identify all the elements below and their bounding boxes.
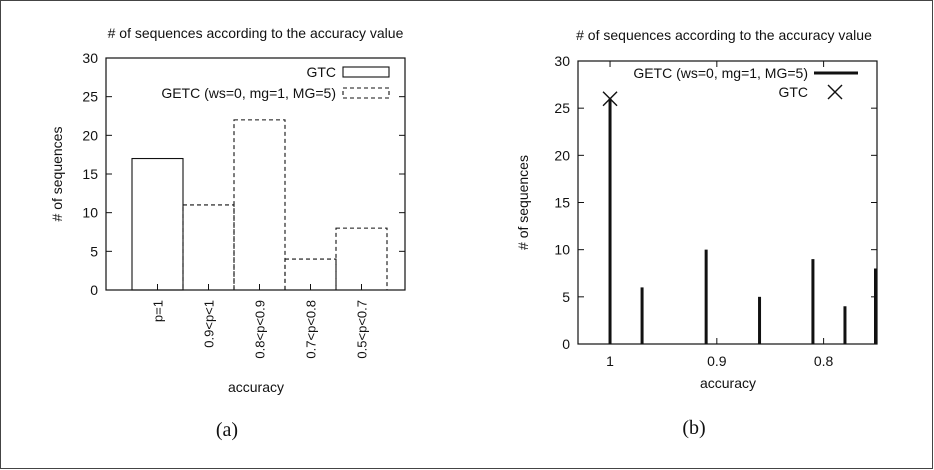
chart-a-legend-swatch — [342, 66, 390, 78]
chart-b-point — [602, 91, 618, 107]
chart-a-xtick-label: p=1 — [151, 300, 166, 322]
chart-b: # of sequences according to the accuracy… — [515, 27, 878, 439]
chart-b-ytick-label: 0 — [562, 336, 570, 352]
chart-a-ytick-label: 25 — [82, 89, 98, 105]
chart-a-ytick-label: 5 — [90, 243, 98, 259]
chart-a-xlabel: accuracy — [228, 379, 284, 395]
chart-a: # of sequences according to the accuracy… — [49, 25, 406, 441]
chart-a-bar — [131, 157, 184, 291]
chart-b-xtick-label: 1 — [606, 353, 614, 369]
chart-a-title: # of sequences according to the accuracy… — [108, 25, 404, 41]
chart-b-plot-area — [577, 60, 878, 345]
chart-b-ytick-label: 25 — [554, 100, 570, 116]
chart-b-xlabel: accuracy — [700, 375, 756, 391]
chart-a-ytick-label: 20 — [82, 127, 98, 143]
chart-a-ytick-label: 15 — [82, 166, 98, 182]
chart-a-xtick-label: 0.5<p<0.7 — [355, 300, 370, 359]
chart-a-bar — [335, 227, 388, 291]
chart-b-ytick-label: 30 — [554, 53, 570, 69]
chart-b-legend-label: GETC (ws=0, mg=1, MG=5) — [633, 65, 808, 81]
chart-b-xtick-label: 0.9 — [707, 353, 727, 369]
chart-b-title: # of sequences according to the accuracy… — [576, 27, 872, 43]
chart-a-xtick-label: 0.8<p<0.9 — [253, 300, 268, 359]
chart-a-bar — [233, 119, 286, 291]
chart-a-xtick-label: 0.9<p<1 — [202, 300, 217, 348]
chart-a-ytick-label: 10 — [82, 205, 98, 221]
chart-b-ytick-label: 5 — [562, 289, 570, 305]
chart-b-ylabel: # of sequences — [515, 155, 531, 250]
chart-b-caption: (b) — [682, 417, 705, 439]
chart-b-ytick-label: 15 — [554, 195, 570, 211]
chart-b-legend-swatch — [827, 84, 843, 100]
chart-b-ytick-label: 10 — [554, 242, 570, 258]
chart-b-xtick-label: 0.8 — [814, 353, 834, 369]
chart-a-xtick-label: 0.7<p<0.8 — [304, 300, 319, 359]
chart-a-ylabel: # of sequences — [49, 127, 65, 222]
chart-a-legend-label: GETC (ws=0, mg=1, MG=5) — [161, 85, 336, 101]
chart-a-ytick-label: 30 — [82, 50, 98, 66]
chart-b-legend-label: GTC — [778, 84, 808, 100]
chart-a-bar — [284, 258, 337, 291]
chart-a-legend-swatch — [342, 87, 390, 99]
chart-a-bar — [182, 204, 235, 291]
chart-a-caption: (a) — [216, 419, 238, 441]
chart-a-legend-label: GTC — [306, 64, 336, 80]
chart-b-ytick-label: 20 — [554, 147, 570, 163]
chart-a-ytick-label: 0 — [90, 282, 98, 298]
